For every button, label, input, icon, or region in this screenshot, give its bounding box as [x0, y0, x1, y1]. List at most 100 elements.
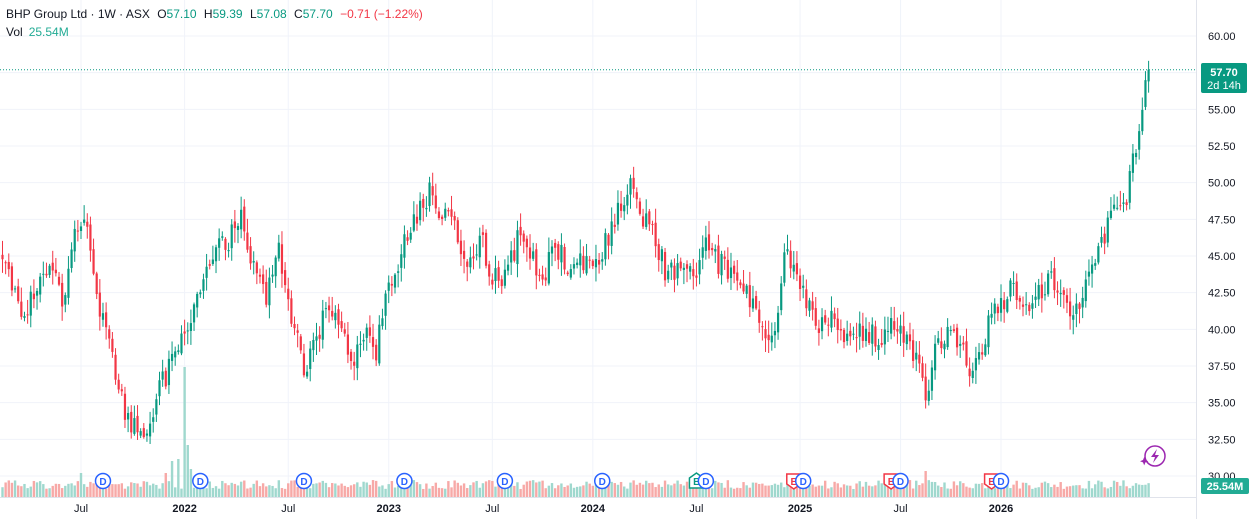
volume-bar	[29, 486, 32, 497]
volume-bar	[57, 483, 61, 497]
candle-body	[808, 300, 811, 311]
candle-body	[673, 265, 676, 280]
symbol-title[interactable]: BHP Group Ltd · 1W · ASX	[6, 7, 150, 21]
candle-body	[720, 253, 723, 276]
candle	[773, 322, 777, 349]
volume-bar	[1059, 482, 1062, 497]
candle	[648, 208, 651, 231]
volume-bar	[852, 488, 855, 497]
candle	[635, 187, 638, 209]
volume-bar	[453, 480, 456, 497]
volume-bar	[836, 483, 839, 497]
volume-bar	[45, 488, 48, 497]
volume-bar	[202, 480, 205, 497]
candle	[441, 214, 444, 226]
candle	[905, 331, 908, 351]
volume-bar	[962, 483, 965, 497]
candle	[808, 297, 811, 317]
candle-body	[378, 324, 381, 364]
candle	[488, 260, 491, 286]
dividend-marker[interactable]: D	[794, 472, 812, 490]
volume-bar	[723, 487, 726, 497]
candle-body	[1072, 315, 1075, 320]
candle	[604, 228, 607, 266]
dividend-marker[interactable]: D	[496, 472, 514, 490]
candle-body	[852, 333, 855, 335]
dividend-marker[interactable]: D	[892, 472, 909, 490]
candle	[397, 264, 400, 288]
dividend-marker[interactable]: D	[94, 472, 112, 490]
volume-bar	[378, 486, 381, 497]
candle-body	[287, 288, 290, 300]
candle	[924, 363, 927, 409]
candle	[89, 216, 92, 262]
volume-bar	[905, 484, 909, 497]
volume-bar	[155, 484, 158, 497]
candle	[698, 248, 701, 285]
candle	[1141, 97, 1144, 135]
volume-bar	[930, 481, 934, 497]
candle	[1103, 226, 1106, 255]
dividend-marker[interactable]: D	[295, 472, 313, 490]
volume-bar	[255, 480, 259, 497]
volume-bar	[403, 484, 406, 497]
candle-body	[861, 325, 864, 341]
candle-body	[739, 282, 742, 286]
dividend-marker[interactable]: D	[593, 472, 611, 490]
dividend-marker[interactable]: D	[992, 472, 1010, 490]
volume-bar	[35, 482, 39, 497]
candle	[340, 311, 343, 333]
candle-body	[729, 267, 733, 279]
candle	[183, 319, 186, 346]
volume-bar	[764, 485, 767, 497]
candle-body	[359, 343, 362, 345]
candle-body	[500, 279, 503, 287]
volume-bar	[522, 484, 525, 497]
candle-body	[707, 234, 711, 251]
candle	[26, 299, 29, 324]
candle-body	[384, 293, 387, 316]
dividend-marker[interactable]: D	[697, 472, 715, 490]
volume-bar	[952, 481, 956, 497]
candle	[707, 221, 711, 259]
candle	[271, 265, 274, 283]
volume-bar	[239, 481, 243, 497]
candle-body	[437, 211, 441, 219]
candle	[274, 255, 277, 288]
candle	[613, 213, 616, 234]
candle	[670, 259, 673, 281]
time-tick-label: 2023	[376, 503, 400, 515]
volume-bar	[466, 488, 469, 497]
price-tag: 57.70 2d 14h	[1201, 63, 1247, 93]
candle	[532, 242, 535, 262]
candle	[1034, 282, 1037, 308]
candle	[343, 322, 346, 337]
candle-body	[299, 336, 302, 351]
candle-body	[1031, 303, 1034, 309]
candle	[663, 247, 667, 287]
candle-body	[1053, 268, 1056, 291]
volume-bar	[290, 480, 293, 497]
volume-bar	[346, 487, 350, 497]
dividend-marker[interactable]: D	[396, 472, 413, 490]
candle-body	[1094, 263, 1097, 266]
time-axis[interactable]: Jul 2022 Jul 2023 Jul 2024 Jul 2025 Jul 2026	[0, 497, 1196, 516]
dividend-marker[interactable]: D	[192, 472, 209, 490]
candle-body	[258, 274, 262, 277]
candle-body	[180, 333, 183, 354]
candle-body	[802, 285, 805, 288]
volume-bar	[246, 488, 249, 497]
ai-assistant-button[interactable]	[1140, 445, 1166, 467]
candle	[290, 290, 293, 328]
volume-bar	[943, 482, 946, 497]
price-axis[interactable]: 60.0057.5055.0052.5050.0047.5045.0042.50…	[1196, 0, 1236, 519]
candle	[230, 219, 233, 261]
candle	[1119, 190, 1122, 211]
candle-body	[1097, 246, 1100, 263]
candle-body	[462, 250, 466, 259]
candle	[214, 244, 218, 274]
volume-bar	[1072, 485, 1075, 497]
candle-body	[265, 281, 268, 305]
